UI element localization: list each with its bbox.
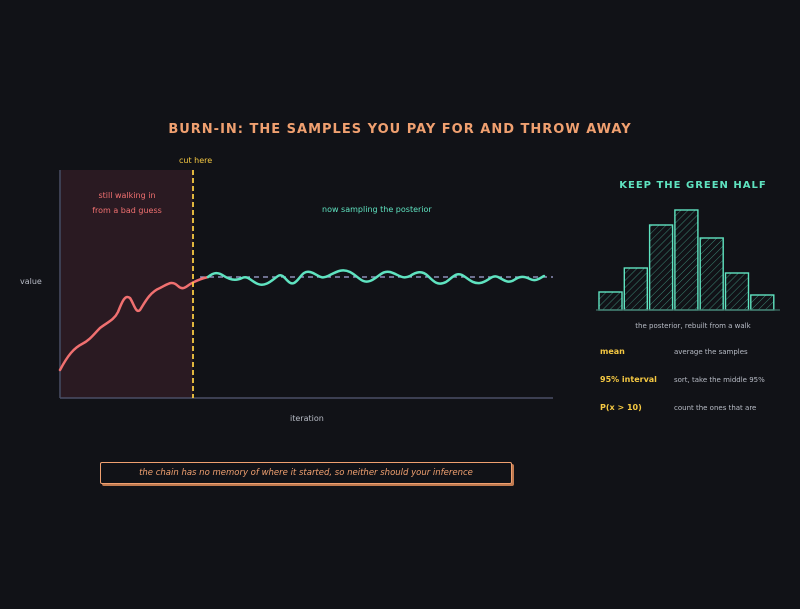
histogram-bar xyxy=(750,294,775,311)
histogram-bar xyxy=(648,224,674,311)
histogram-bar xyxy=(699,237,724,311)
legend-key-probability: P(x > 10) xyxy=(600,403,642,412)
histogram-bar xyxy=(724,272,750,311)
burnin-trace xyxy=(58,275,210,372)
histogram-caption: the posterior, rebuilt from a walk xyxy=(635,322,751,330)
histogram-bar xyxy=(598,291,623,311)
histogram-title: KEEP THE GREEN HALF xyxy=(619,180,767,191)
legend-desc-mean: average the samples xyxy=(674,348,748,356)
legend-key-interval: 95% interval xyxy=(600,375,657,384)
y-axis-label: value xyxy=(20,277,42,286)
footer-callout: the chain has no memory of where it star… xyxy=(100,462,512,484)
posterior-trace xyxy=(206,269,546,286)
burnin-note-line2: from a bad guess xyxy=(92,206,162,215)
burnin-note-line1: still walking in xyxy=(98,191,156,200)
page-title: BURN-IN: THE SAMPLES YOU PAY FOR AND THR… xyxy=(168,122,632,137)
histogram-bar xyxy=(623,267,648,311)
cut-label: cut here xyxy=(179,156,213,165)
posterior-note: now sampling the posterior xyxy=(322,205,432,214)
legend-desc-probability: count the ones that are xyxy=(674,404,757,412)
legend-desc-interval: sort, take the middle 95% xyxy=(674,376,765,384)
legend-key-mean: mean xyxy=(600,347,625,356)
posterior-histogram xyxy=(598,209,775,311)
x-axis-label: iteration xyxy=(290,414,324,423)
histogram-bar xyxy=(674,209,699,311)
